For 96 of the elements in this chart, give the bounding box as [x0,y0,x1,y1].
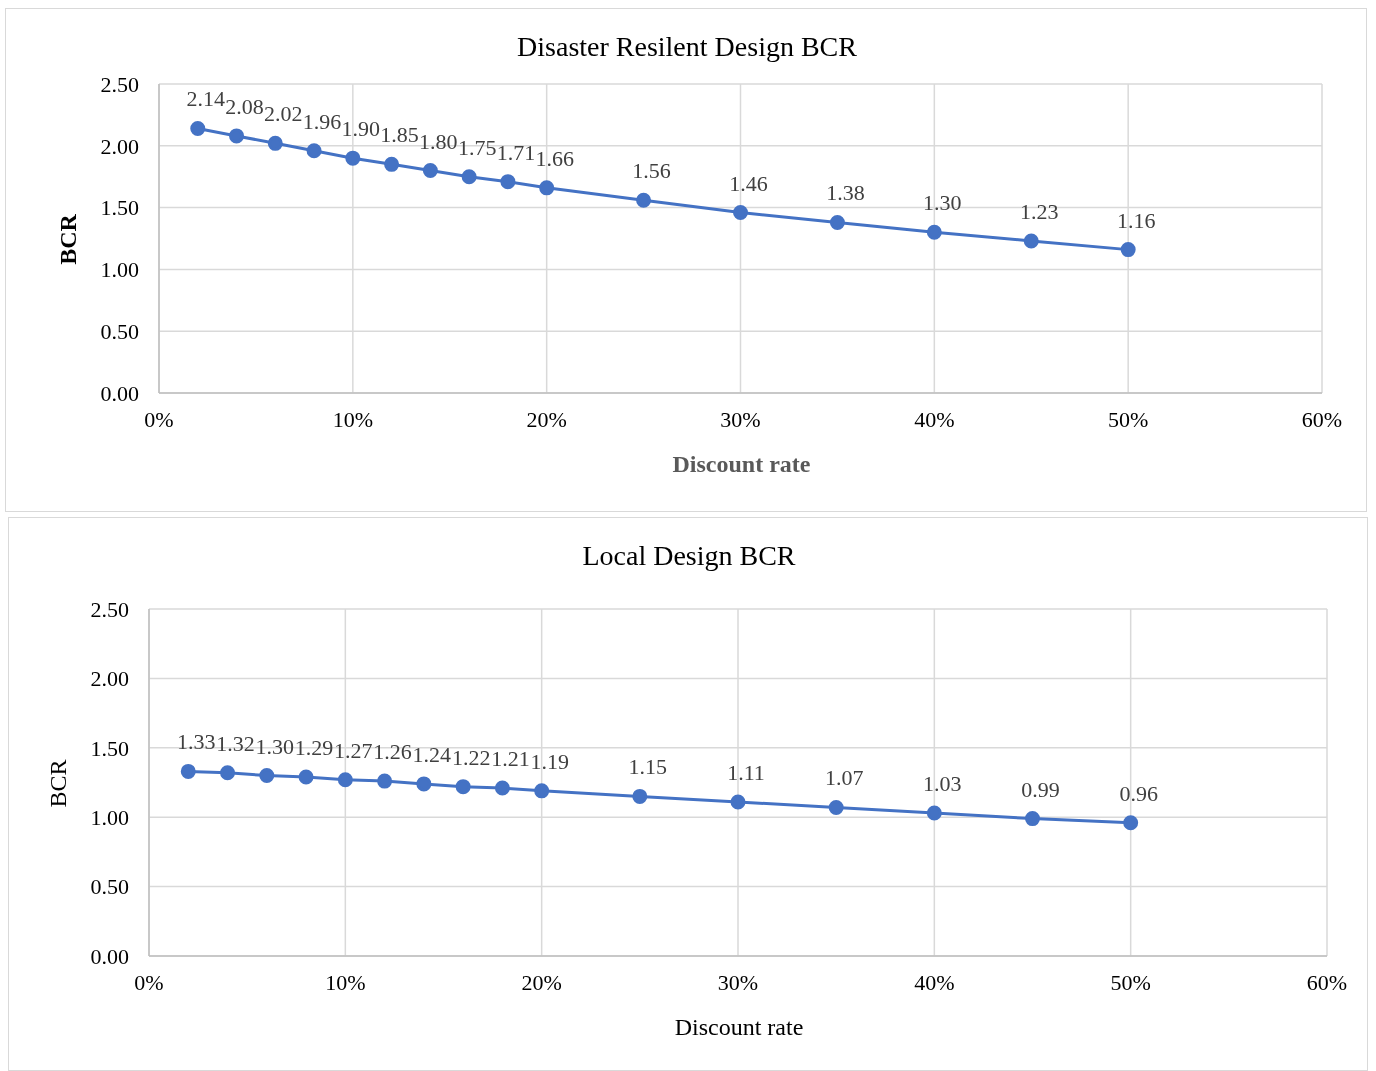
point [461,169,477,185]
y-tick-label: 0.00 [100,380,139,406]
x-tick-label: 60% [1301,406,1343,432]
data-label: 1.46 [729,170,768,196]
point [422,163,438,179]
x-tick-label: 50% [1108,406,1149,432]
chart-title: Disaster Resilent Design BCR [516,31,858,63]
data-label: 1.96 [302,108,342,134]
x-axis-title: Discount rate [671,451,812,478]
data-label: 1.21 [491,746,530,772]
point [267,135,283,151]
point [534,783,550,799]
point [926,224,942,240]
data-label: 2.02 [264,101,303,127]
point [632,788,648,804]
point [345,150,361,166]
x-tick-label: 0% [134,969,164,995]
data-label: 1.07 [824,765,864,791]
y-tick-label: 1.00 [90,805,129,831]
data-label: 1.19 [530,748,569,774]
point [1023,233,1039,249]
data-label: 1.85 [380,122,419,148]
point [539,180,555,196]
x-tick-label: 40% [914,969,955,995]
data-label: 1.15 [628,754,668,780]
data-label: 1.16 [1116,207,1156,233]
point [298,769,314,785]
data-label: 1.30 [923,190,962,216]
point [190,121,206,136]
data-label: 1.24 [412,741,452,767]
y-tick-label: 0.00 [90,943,129,969]
data-label: 1.38 [826,180,865,206]
y-tick-label: 1.50 [90,735,129,761]
point [306,143,322,159]
y-tick-label: 0.50 [90,874,129,900]
point [730,794,746,810]
point [494,780,510,796]
data-label: 1.26 [373,739,412,765]
y-axis-title: BCR [54,212,82,267]
data-label: 1.75 [457,134,497,160]
data-label: 1.32 [216,730,255,756]
x-tick-label: 30% [720,406,761,432]
point [384,156,400,172]
y-axis-title: BCR [44,758,72,809]
data-label: 1.30 [255,733,295,759]
point [1123,815,1139,831]
point [926,805,942,821]
y-tick-label: 2.00 [100,133,139,159]
data-label: 1.66 [535,145,574,171]
y-tick-label: 2.00 [90,666,129,692]
point [337,772,353,788]
data-label: 1.29 [294,734,334,760]
point [220,765,236,781]
x-tick-label: 10% [325,969,366,995]
y-tick-label: 2.50 [90,596,129,622]
point [416,776,432,792]
point [1025,811,1040,827]
x-axis-title: Discount rate [673,1014,805,1041]
y-tick-label: 2.50 [100,71,139,97]
point [259,768,275,784]
data-label: 1.56 [632,158,671,184]
data-label: 1.23 [1020,198,1059,224]
chart-title: Local Design BCR [581,540,797,572]
x-tick-label: 20% [521,969,562,995]
data-label: 1.33 [177,729,216,755]
point [229,128,245,144]
y-tick-label: 1.50 [100,195,139,221]
data-label: 1.80 [419,128,458,154]
x-tick-label: 20% [526,406,567,432]
point [455,779,471,795]
data-label: 1.71 [496,139,536,165]
x-tick-label: 60% [1306,969,1348,995]
data-label: 0.96 [1119,780,1158,806]
x-tick-label: 0% [144,406,174,432]
data-label: 1.27 [334,737,373,763]
point [829,214,845,230]
point [500,174,516,190]
data-label: 1.03 [923,771,962,797]
data-label: 2.14 [186,86,226,112]
point [636,192,652,208]
data-label: 0.99 [1021,776,1060,802]
point [733,205,748,221]
data-label: 1.11 [727,759,765,785]
point [180,763,196,779]
data-label: 2.08 [225,93,264,119]
data-label: 1.22 [451,744,491,770]
data-label: 1.90 [341,116,381,142]
y-tick-label: 0.50 [100,319,139,345]
point [1120,242,1136,258]
x-tick-label: 40% [914,406,955,432]
y-tick-label: 1.00 [100,257,139,283]
x-tick-label: 30% [717,969,759,995]
point [377,773,393,789]
point [828,799,844,815]
x-tick-label: 50% [1110,969,1151,995]
x-tick-label: 10% [332,406,373,432]
